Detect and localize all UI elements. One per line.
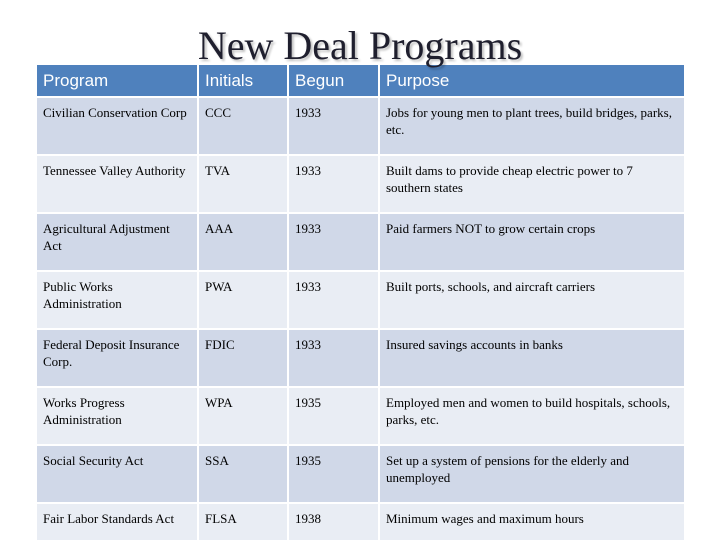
cell-purpose: Paid farmers NOT to grow certain crops xyxy=(379,213,686,272)
cell-initials: SSA xyxy=(198,445,289,504)
cell-program: Fair Labor Standards Act xyxy=(37,503,199,540)
table-row: Public Works Administration PWA 1933 Bui… xyxy=(37,271,686,330)
table-row: Fair Labor Standards Act FLSA 1938 Minim… xyxy=(37,503,686,540)
header-begun: Begun xyxy=(288,65,380,98)
table-row: Civilian Conservation Corp CCC 1933 Jobs… xyxy=(37,97,686,156)
cell-initials: AAA xyxy=(198,213,289,272)
programs-table: Program Initials Begun Purpose Civilian … xyxy=(37,65,686,540)
cell-initials: FLSA xyxy=(198,503,289,540)
cell-initials: TVA xyxy=(198,155,289,214)
cell-purpose: Insured savings accounts in banks xyxy=(379,329,686,388)
table-row: Works Progress Administration WPA 1935 E… xyxy=(37,387,686,446)
cell-begun: 1933 xyxy=(288,155,380,214)
cell-purpose: Built dams to provide cheap electric pow… xyxy=(379,155,686,214)
header-purpose: Purpose xyxy=(379,65,686,98)
table-row: Tennessee Valley Authority TVA 1933 Buil… xyxy=(37,155,686,214)
cell-program: Tennessee Valley Authority xyxy=(37,155,199,214)
cell-initials: WPA xyxy=(198,387,289,446)
header-initials: Initials xyxy=(198,65,289,98)
cell-program: Federal Deposit Insurance Corp. xyxy=(37,329,199,388)
table-row: Agricultural Adjustment Act AAA 1933 Pai… xyxy=(37,213,686,272)
cell-initials: FDIC xyxy=(198,329,289,388)
cell-program: Agricultural Adjustment Act xyxy=(37,213,199,272)
cell-initials: CCC xyxy=(198,97,289,156)
cell-purpose: Minimum wages and maximum hours xyxy=(379,503,686,540)
cell-purpose: Jobs for young men to plant trees, build… xyxy=(379,97,686,156)
cell-purpose: Built ports, schools, and aircraft carri… xyxy=(379,271,686,330)
table-row: Federal Deposit Insurance Corp. FDIC 193… xyxy=(37,329,686,388)
header-program: Program xyxy=(37,65,199,98)
table-row: Social Security Act SSA 1935 Set up a sy… xyxy=(37,445,686,504)
cell-purpose: Employed men and women to build hospital… xyxy=(379,387,686,446)
cell-program: Civilian Conservation Corp xyxy=(37,97,199,156)
cell-begun: 1933 xyxy=(288,329,380,388)
cell-begun: 1933 xyxy=(288,271,380,330)
cell-program: Public Works Administration xyxy=(37,271,199,330)
cell-begun: 1935 xyxy=(288,387,380,446)
cell-begun: 1935 xyxy=(288,445,380,504)
cell-begun: 1938 xyxy=(288,503,380,540)
cell-purpose: Set up a system of pensions for the elde… xyxy=(379,445,686,504)
cell-initials: PWA xyxy=(198,271,289,330)
table-header-row: Program Initials Begun Purpose xyxy=(37,65,686,98)
cell-program: Social Security Act xyxy=(37,445,199,504)
cell-begun: 1933 xyxy=(288,97,380,156)
cell-begun: 1933 xyxy=(288,213,380,272)
page-title: New Deal Programs xyxy=(197,23,523,68)
cell-program: Works Progress Administration xyxy=(37,387,199,446)
